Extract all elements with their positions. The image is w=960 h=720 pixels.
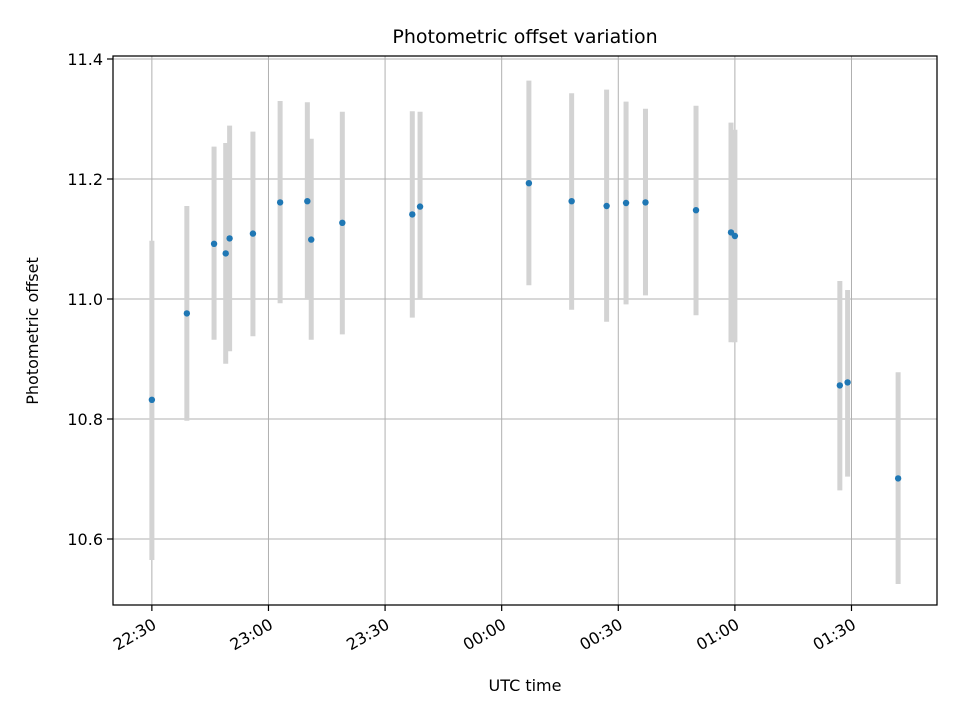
y-tick-label: 10.8 [67,410,103,429]
data-point [731,232,739,240]
data-point [210,240,218,247]
y-axis-label: Photometric offset [23,257,42,405]
data-point [148,396,156,403]
data-point [692,207,700,214]
data-point [249,230,257,237]
data-point [409,211,416,218]
data-point [836,382,844,389]
data-point [276,199,284,206]
data-point [525,180,533,187]
y-tick-label: 11.4 [67,50,103,69]
data-points [148,180,902,482]
y-axis-ticks: 10.6 10.8 11.0 11.2 11.4 [67,50,113,549]
x-axis-label: UTC time [489,676,562,695]
data-point [622,199,630,207]
chart-title: Photometric offset variation [392,26,657,48]
plot-frame [112,55,938,606]
y-tick-label: 11.0 [67,290,103,309]
data-point [183,310,191,317]
data-point [222,250,229,257]
data-point [642,199,649,206]
data-point [844,379,851,386]
data-point [894,475,902,482]
data-point [603,202,610,210]
y-tick-label: 11.2 [67,170,103,189]
data-point [416,203,424,210]
data-point [339,219,346,226]
data-point [226,235,233,242]
data-point [308,236,315,243]
y-tick-label: 10.6 [67,530,103,549]
data-point [568,198,575,205]
data-point [304,198,311,205]
